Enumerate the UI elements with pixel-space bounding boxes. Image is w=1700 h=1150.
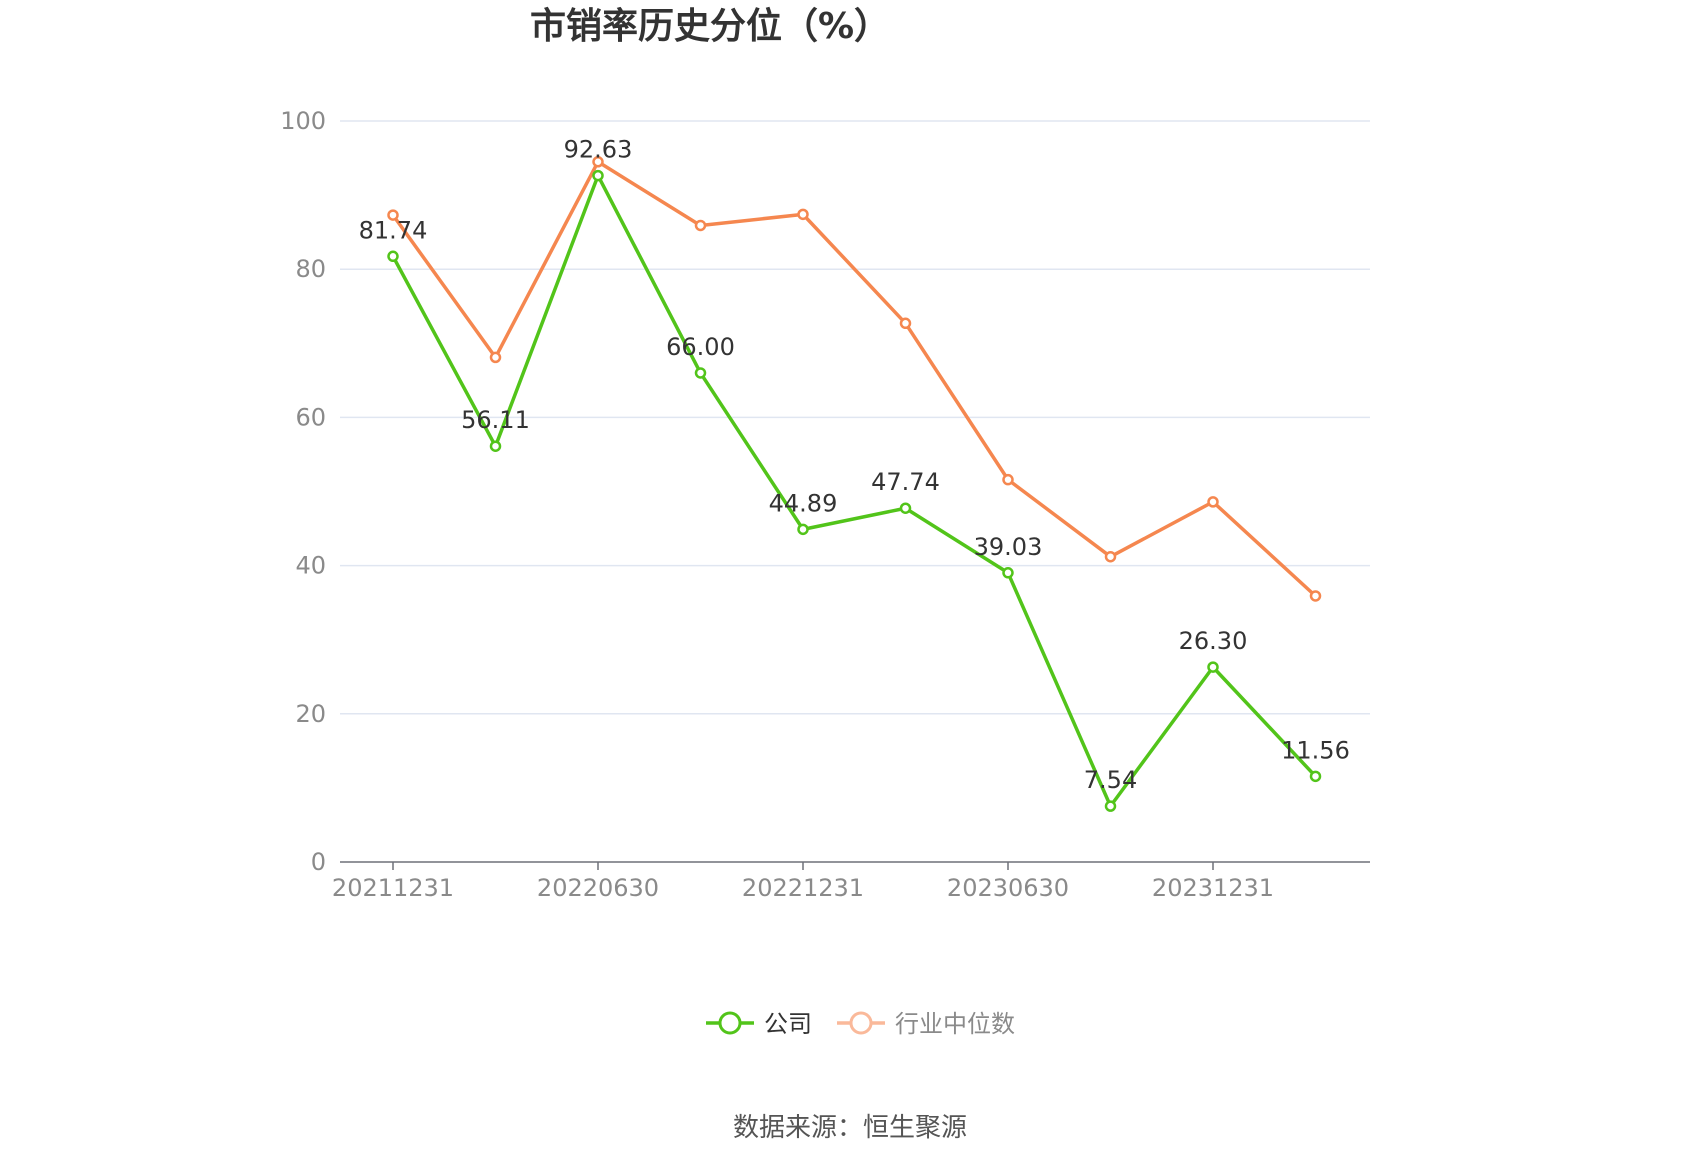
y-tick-label: 80 xyxy=(295,255,326,283)
data-point xyxy=(899,502,912,514)
y-tick-label: 40 xyxy=(295,552,326,580)
data-point xyxy=(1104,800,1117,812)
data-label: 26.30 xyxy=(1179,627,1248,655)
legend-item[interactable]: 公司 xyxy=(706,1010,812,1038)
x-tick-label: 20230630 xyxy=(947,874,1069,902)
x-axis: 20211231 20220630 20221231 20230630 20231231 xyxy=(332,861,1370,902)
data-point xyxy=(592,156,604,168)
data-point xyxy=(1002,567,1014,579)
data-point xyxy=(694,367,707,379)
y-tick-label: 0 xyxy=(311,848,326,876)
legend-label: 公司 xyxy=(764,1010,812,1038)
legend-item[interactable]: 行业中位数 xyxy=(837,1010,1015,1038)
y-tick-label: 100 xyxy=(280,107,326,135)
data-point xyxy=(1309,770,1322,783)
data-label: 92.63 xyxy=(564,136,633,164)
legend-marker xyxy=(718,1011,742,1035)
legend-marker xyxy=(849,1011,873,1035)
data-label: 66.00 xyxy=(666,333,735,361)
y-axis: 0 20 40 60 80 100 xyxy=(280,107,326,876)
y-tick-label: 20 xyxy=(295,700,326,728)
x-tick-label: 20231231 xyxy=(1152,874,1274,902)
data-point xyxy=(489,351,502,364)
x-tick-label: 20211231 xyxy=(332,874,454,902)
y-tick-label: 60 xyxy=(295,403,326,431)
data-label: 11.56 xyxy=(1281,736,1350,764)
data-label: 39.03 xyxy=(974,533,1043,561)
source-text: 数据来源：恒生聚源 xyxy=(733,1113,967,1143)
data-point xyxy=(387,209,399,221)
data-point xyxy=(387,250,399,263)
data-label: 47.74 xyxy=(871,468,940,496)
data-point xyxy=(1104,550,1117,563)
data-point xyxy=(489,440,502,452)
data-label: 44.89 xyxy=(769,489,838,517)
data-point xyxy=(899,317,912,330)
data-point xyxy=(797,208,809,221)
data-point xyxy=(797,523,809,536)
series-line xyxy=(391,173,1317,808)
data-point xyxy=(592,169,604,182)
data-point xyxy=(1309,590,1322,602)
data-point xyxy=(1207,661,1219,673)
legend[interactable]: 公司 行业中位数 xyxy=(706,1010,1015,1038)
chart-title: 市销率历史分位（%） xyxy=(530,6,890,47)
data-labels: 81.74 56.11 92.63 66.00 44.89 47.74 39.03 7.54 2… xyxy=(359,136,1350,795)
data-label: 56.11 xyxy=(461,406,530,434)
legend-label: 行业中位数 xyxy=(895,1010,1015,1038)
data-point xyxy=(1207,496,1219,508)
x-tick-label: 20221231 xyxy=(742,874,864,902)
data-label: 7.54 xyxy=(1084,766,1137,794)
data-point xyxy=(1002,473,1014,486)
data-label: 81.74 xyxy=(359,216,428,244)
series-line xyxy=(391,160,1317,598)
series-lines xyxy=(387,156,1322,812)
grid-lines xyxy=(340,120,1370,715)
x-tick-label: 20220630 xyxy=(537,874,659,902)
data-point xyxy=(694,219,707,232)
